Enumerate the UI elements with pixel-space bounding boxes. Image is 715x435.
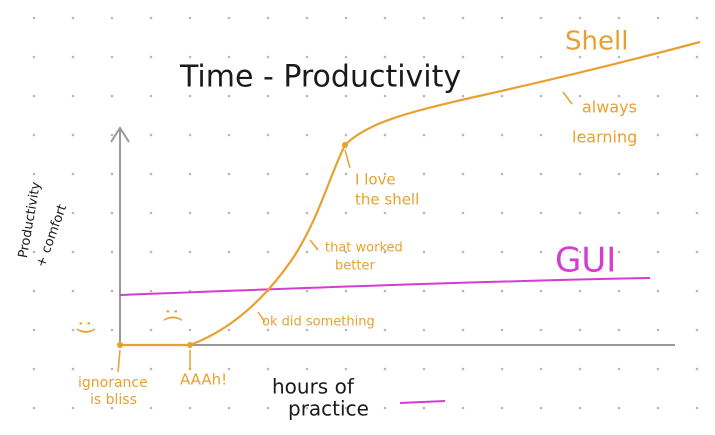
annotation: ignorance <box>78 375 148 391</box>
legend-line <box>399 400 446 404</box>
annotation: AAAh! <box>180 371 227 389</box>
annotation: I love <box>355 171 396 189</box>
gui-curve <box>119 277 651 296</box>
title: Time - Productivity <box>179 60 461 95</box>
annotation: the shell <box>355 191 419 209</box>
x-axis-label: hours of <box>272 375 355 399</box>
annotation: is bliss <box>90 392 137 408</box>
point <box>117 342 123 348</box>
gui-label: GUI <box>555 241 616 281</box>
shell-label: Shell <box>565 27 628 57</box>
leaders <box>117 91 573 373</box>
point <box>342 142 348 148</box>
annotation: learning <box>572 128 637 147</box>
frown: :( <box>162 308 186 323</box>
x-axis-label: practice <box>288 397 369 421</box>
annotation: better <box>335 259 375 274</box>
annotation: always <box>582 98 637 117</box>
shell-curve <box>120 40 701 347</box>
smile: :) <box>75 320 99 335</box>
y-axis-arrow <box>110 126 130 143</box>
annotation: that worked <box>325 241 403 256</box>
point <box>187 342 193 348</box>
annotation: ok did something <box>262 315 375 330</box>
